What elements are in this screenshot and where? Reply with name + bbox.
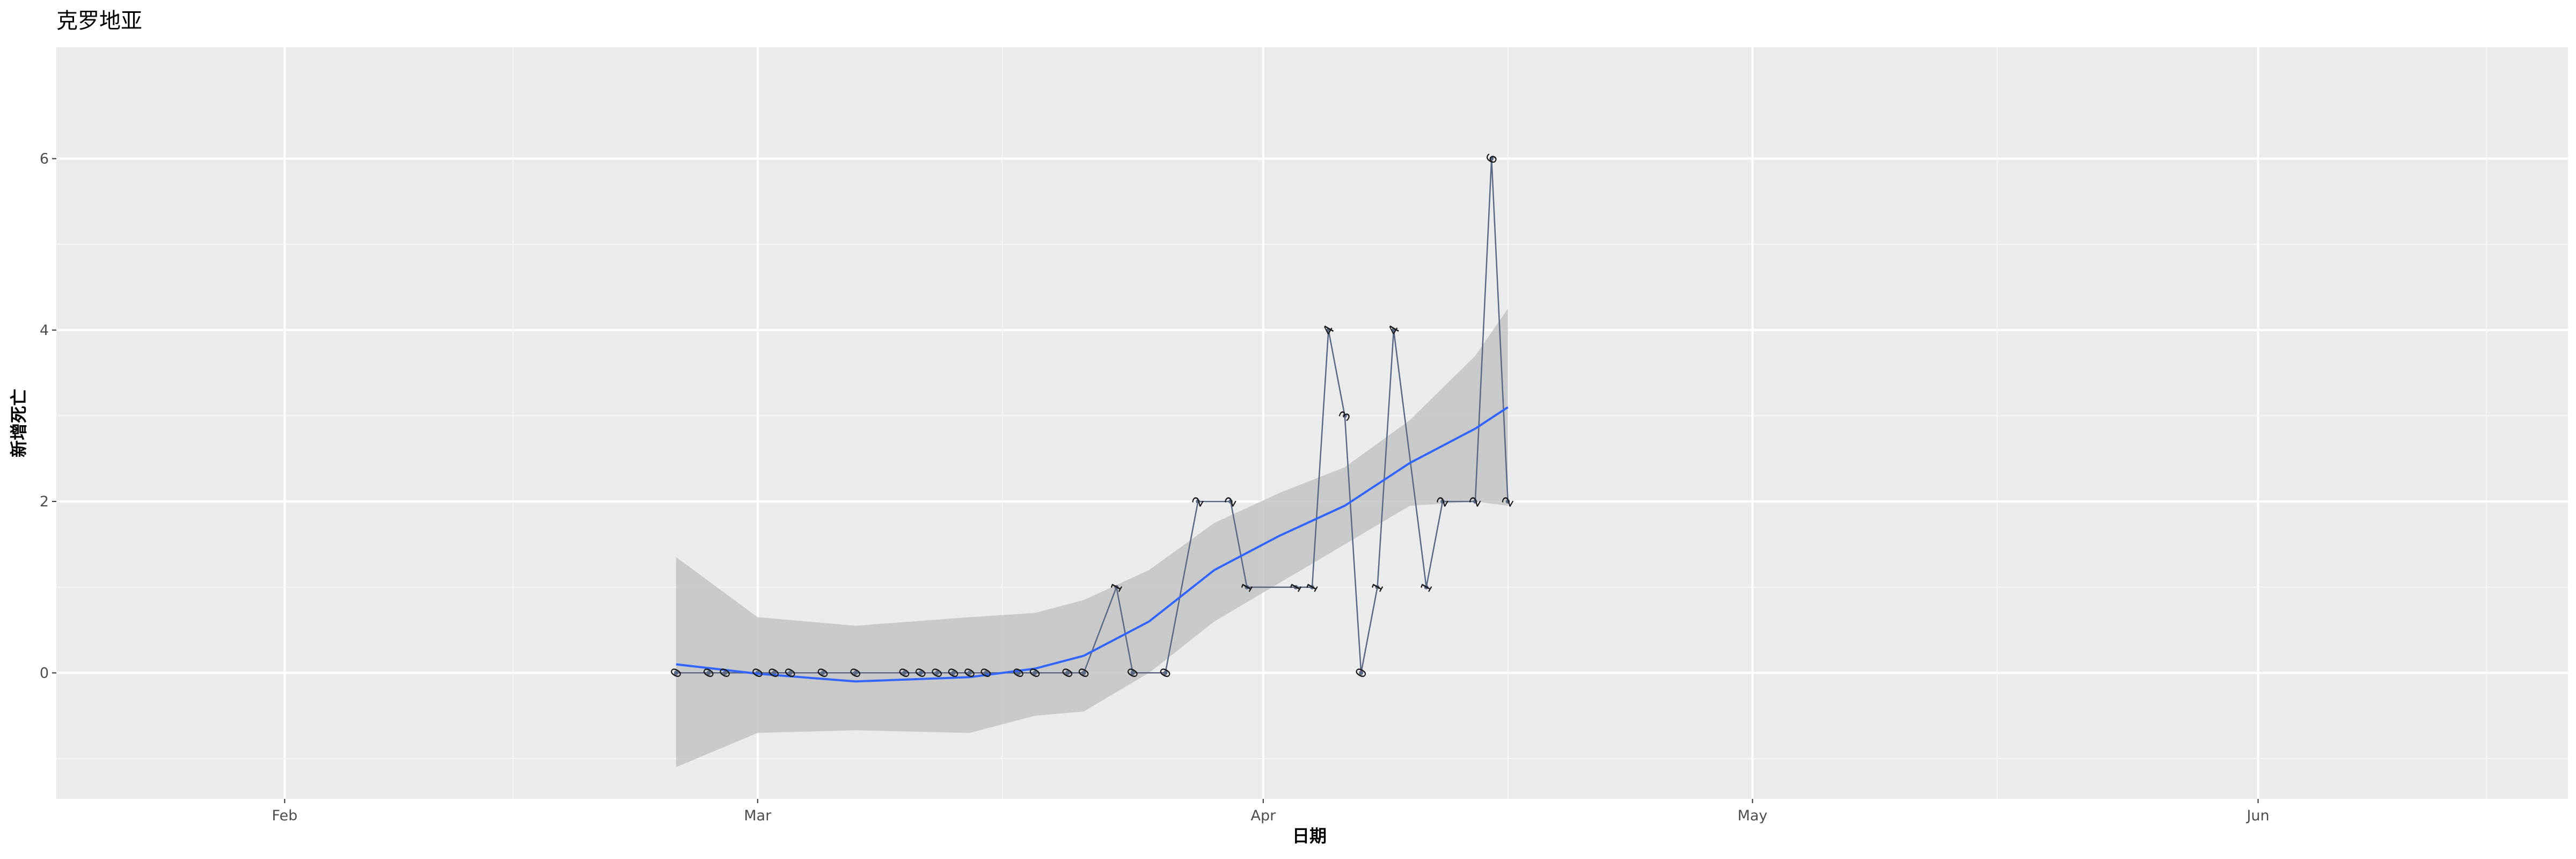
data-point	[935, 671, 940, 675]
data-point	[1473, 499, 1477, 504]
data-point	[918, 671, 923, 675]
y-axis-title: 新增死亡	[9, 389, 29, 457]
x-tick-label: May	[1738, 807, 1768, 824]
data-point	[1293, 585, 1298, 589]
confidence-band	[676, 308, 1508, 767]
data-point	[1424, 585, 1429, 589]
data-point	[967, 671, 972, 675]
series-layer	[674, 156, 1510, 675]
y-tick-label: 2	[40, 493, 49, 510]
data-point	[853, 671, 858, 675]
data-point	[674, 671, 678, 675]
data-point	[788, 671, 793, 675]
y-tick-label: 4	[40, 322, 49, 339]
chart-title: 克罗地亚	[56, 9, 142, 33]
data-point	[1081, 671, 1086, 675]
data-point	[1310, 585, 1314, 589]
data-point	[1245, 585, 1249, 589]
data-point	[1342, 413, 1347, 418]
data-point	[1033, 671, 1037, 675]
data-point	[722, 671, 727, 675]
data-point	[1228, 499, 1233, 504]
data-point	[1391, 327, 1396, 332]
x-tick-label: Mar	[744, 807, 772, 824]
data-point	[902, 671, 907, 675]
data-point	[706, 671, 711, 675]
x-tick-label: Jun	[2246, 807, 2270, 824]
smooth-line	[676, 406, 1509, 683]
smooth-layer	[676, 406, 1509, 683]
axis-ticks: 0 2 4 6 Feb Mar Apr May Jun	[40, 151, 2270, 824]
data-point	[1359, 671, 1364, 675]
data-point	[1326, 327, 1331, 332]
data-point	[1196, 499, 1201, 504]
y-tick-label: 6	[40, 151, 49, 168]
data-point	[1375, 585, 1380, 589]
confidence-band-layer	[676, 308, 1508, 767]
data-point	[1130, 671, 1135, 675]
data-point	[821, 671, 825, 675]
y-tick-label: 0	[40, 665, 49, 681]
plot-panel	[56, 47, 2568, 799]
data-point	[1114, 585, 1119, 589]
data-point	[1505, 499, 1510, 504]
data-point	[1440, 499, 1445, 504]
data-point	[951, 671, 956, 675]
x-tick-label: Apr	[1250, 807, 1276, 824]
series-line	[676, 158, 1509, 674]
data-point	[1163, 671, 1168, 675]
x-axis-title: 日期	[1292, 826, 1327, 846]
x-tick-label: Feb	[272, 807, 298, 824]
data-point	[1065, 671, 1070, 675]
data-point	[1489, 156, 1494, 161]
